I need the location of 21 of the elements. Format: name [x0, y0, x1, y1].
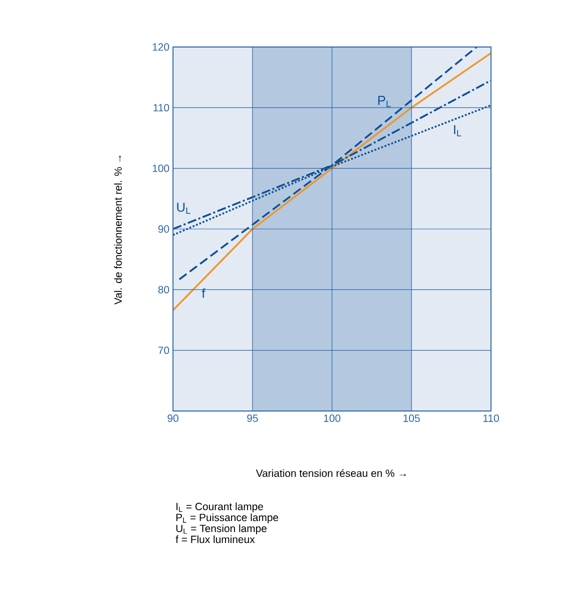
y-axis-title: Val. de fonctionnement rel. % →	[114, 156, 122, 305]
text: P$_{L}$ = Puissance lampe	[176, 513, 278, 524]
annotation: P$_{L}$	[378, 96, 391, 107]
x-tick-label: 100	[324, 414, 340, 422]
x-tick-label: 95	[247, 414, 258, 422]
annotation: f	[202, 288, 206, 298]
annotation: I$_{L}$	[454, 125, 462, 136]
y-tick-label: 100	[152, 164, 170, 172]
annotation: U$_{L}$	[177, 202, 190, 214]
text: f = Flux lumineux	[176, 535, 255, 544]
x-tick-label: 90	[168, 414, 178, 422]
x-tick-label: 105	[404, 414, 420, 422]
x-tick-label: 110	[483, 414, 499, 422]
y-tick-label: 80	[158, 286, 170, 294]
x-axis-title: Variation tension réseau en % →	[256, 469, 406, 477]
y-tick-label: 70	[158, 346, 170, 354]
y-tick-label: 110	[154, 104, 170, 112]
text: I$_{L}$ = Courant lampe	[176, 502, 264, 512]
y-tick-label: 90	[158, 225, 170, 233]
y-tick-label: 120	[152, 43, 170, 51]
text: U$_{L}$ = Tension lampe	[176, 524, 267, 534]
